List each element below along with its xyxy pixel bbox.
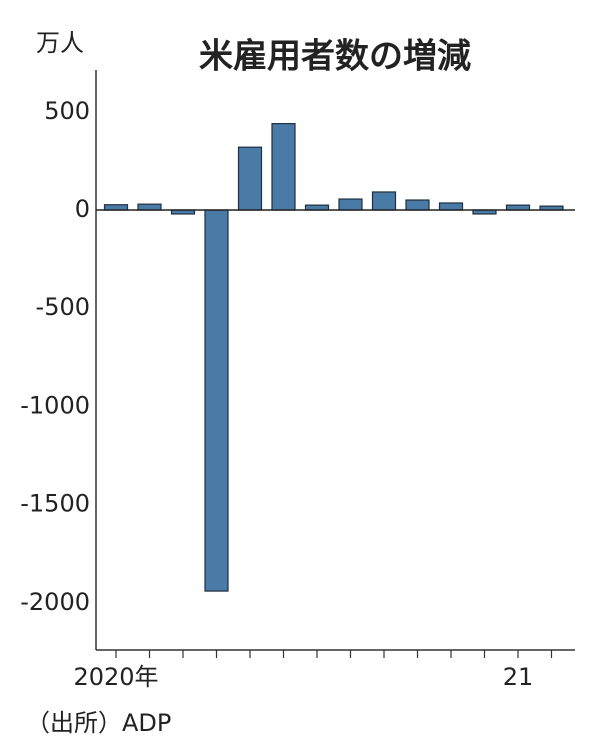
bar: [438, 202, 464, 211]
bar: [103, 204, 129, 211]
chart-title: 米雇用者数の増減: [199, 37, 471, 77]
bar: [405, 199, 430, 211]
y-tick-label: -1000: [20, 391, 90, 419]
y-tick-label: -2000: [20, 588, 90, 616]
y-tick-label: -1500: [20, 490, 90, 518]
y-tick-label: 0: [75, 195, 90, 223]
bar: [204, 209, 229, 592]
bar: [271, 123, 296, 211]
source: （出所）ADP: [26, 709, 171, 737]
bar: [237, 146, 263, 211]
bar: [137, 203, 162, 211]
bar: [338, 198, 363, 211]
y-tick-label: -500: [36, 293, 90, 321]
y-tick-label: 500: [44, 97, 90, 125]
y-unit: 万人: [36, 29, 84, 57]
bar: [371, 191, 397, 211]
x-tick-label: 2020年: [73, 663, 158, 691]
x-tick-label: 21: [503, 663, 534, 691]
